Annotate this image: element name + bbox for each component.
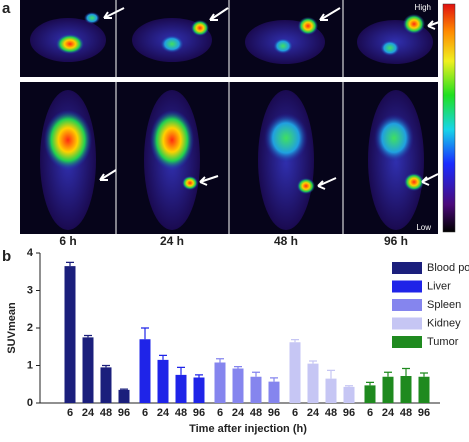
- x-tick-label: 96: [268, 407, 280, 419]
- x-tick-label: 96: [118, 407, 130, 419]
- bar: [382, 376, 394, 403]
- bar: [214, 362, 226, 403]
- error-bar: [291, 339, 299, 343]
- error-bar: [420, 372, 428, 377]
- y-tick-label: 3: [27, 284, 33, 296]
- bar: [325, 378, 337, 403]
- y-tick-label: 4: [27, 247, 34, 259]
- error-bar: [270, 377, 278, 382]
- bar: [250, 376, 262, 403]
- error-bar: [141, 327, 149, 340]
- x-tick-label: 48: [325, 407, 337, 419]
- error-bar: [309, 360, 317, 364]
- x-tick-label: 48: [400, 407, 412, 419]
- y-tick-label: 1: [27, 359, 33, 371]
- bar: [175, 374, 187, 403]
- legend-label: Liver: [427, 280, 451, 292]
- legend-swatch: [392, 262, 422, 274]
- x-tick-label: 24: [382, 407, 395, 419]
- legend-label: Blood pool: [427, 262, 469, 274]
- time-label: 6 h: [59, 234, 76, 248]
- legend-label: Tumor: [427, 336, 459, 348]
- x-tick-label: 96: [193, 407, 205, 419]
- bar: [400, 376, 412, 403]
- error-bar: [159, 354, 167, 360]
- bar: [232, 368, 244, 403]
- bar: [64, 266, 76, 403]
- x-tick-label: 6: [367, 407, 373, 419]
- bar: [307, 363, 319, 403]
- color-scale: [442, 3, 456, 233]
- error-bar: [66, 261, 74, 267]
- bar: [100, 367, 112, 403]
- x-tick-label: 6: [292, 407, 298, 419]
- x-tick-label: 24: [232, 407, 245, 419]
- arrows: [99, 7, 446, 190]
- bar: [118, 389, 130, 403]
- panel-label: b: [2, 248, 11, 265]
- x-tick-label: 48: [100, 407, 112, 419]
- bar: [289, 342, 301, 403]
- bar: [418, 376, 430, 403]
- y-tick-label: 2: [27, 322, 33, 334]
- bar: [364, 385, 376, 403]
- error-bar: [195, 374, 203, 378]
- x-tick-label: 48: [250, 407, 262, 419]
- bar: [193, 377, 205, 403]
- error-bar: [216, 358, 224, 363]
- mouse-blobs: [30, 12, 433, 230]
- legend-label: Spleen: [427, 299, 461, 311]
- error-bar: [102, 364, 110, 368]
- error-bar: [234, 366, 242, 369]
- pet-images: High Low a b: [2, 0, 456, 265]
- error-bar: [84, 334, 92, 338]
- y-tick-label: 0: [27, 397, 33, 409]
- scale-high: High: [415, 3, 431, 12]
- x-tick-label: 48: [175, 407, 187, 419]
- bar: [139, 339, 151, 403]
- error-bar: [327, 369, 335, 379]
- bar: [343, 386, 355, 403]
- error-bar: [252, 371, 260, 377]
- x-tick-label: 6: [142, 407, 148, 419]
- x-tick-label: 24: [307, 407, 320, 419]
- legend-swatch: [392, 299, 422, 311]
- time-label: 24 h: [160, 234, 184, 248]
- scale-low: Low: [416, 223, 431, 232]
- bar: [82, 337, 94, 403]
- x-tick-label: 24: [157, 407, 170, 419]
- error-bar: [345, 385, 353, 387]
- x-tick-label: 96: [343, 407, 355, 419]
- legend-label: Kidney: [427, 317, 461, 329]
- x-axis-label: Time after injection (h): [189, 423, 307, 435]
- x-tick-label: 24: [82, 407, 95, 419]
- error-bar: [177, 366, 185, 375]
- x-tick-label: 96: [418, 407, 430, 419]
- legend-swatch: [392, 280, 422, 293]
- y-axis-label: SUVmean: [6, 302, 18, 354]
- x-tick-label: 6: [217, 407, 223, 419]
- x-tick-label: 6: [67, 407, 73, 419]
- bar: [268, 381, 280, 403]
- panel-label: a: [2, 0, 11, 17]
- error-bar: [120, 388, 128, 390]
- error-bar: [366, 381, 374, 386]
- legend-swatch: [392, 317, 422, 330]
- bar: [157, 359, 169, 403]
- time-label: 96 h: [384, 234, 408, 248]
- error-bar: [384, 371, 392, 377]
- error-bar: [402, 367, 410, 376]
- legend-swatch: [392, 336, 422, 348]
- time-label: 48 h: [274, 234, 298, 248]
